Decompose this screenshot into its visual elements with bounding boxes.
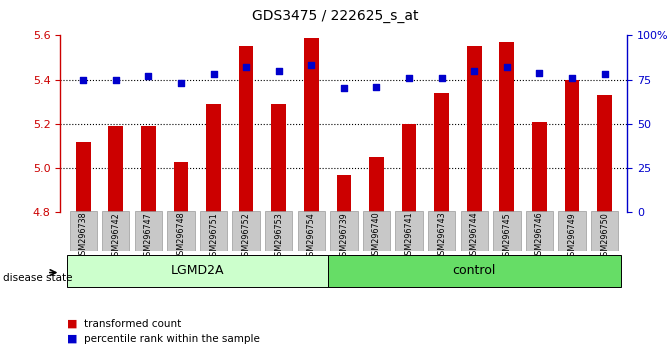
FancyBboxPatch shape [460, 211, 488, 251]
Point [534, 70, 545, 75]
FancyBboxPatch shape [102, 211, 130, 251]
Text: percentile rank within the sample: percentile rank within the sample [84, 334, 260, 344]
Bar [206, 104, 221, 212]
FancyBboxPatch shape [167, 211, 195, 251]
Point [111, 77, 121, 82]
Bar [467, 46, 482, 212]
Text: GDS3475 / 222625_s_at: GDS3475 / 222625_s_at [252, 9, 419, 23]
Bar [337, 175, 351, 212]
Bar [239, 46, 254, 212]
Point [78, 77, 89, 82]
Bar [434, 93, 449, 212]
FancyBboxPatch shape [298, 211, 325, 251]
Text: disease state: disease state [3, 273, 73, 283]
Bar [369, 157, 384, 212]
Text: ■: ■ [67, 334, 78, 344]
Point [143, 73, 154, 79]
Text: GSM296744: GSM296744 [470, 212, 478, 261]
Bar [76, 142, 91, 212]
Text: GSM296746: GSM296746 [535, 212, 544, 261]
Bar [499, 42, 514, 212]
Text: GSM296739: GSM296739 [340, 212, 348, 261]
Point [469, 68, 480, 74]
Bar [109, 126, 123, 212]
Bar [402, 124, 417, 212]
Bar [565, 80, 579, 212]
Text: GSM296752: GSM296752 [242, 212, 251, 261]
Point [273, 68, 284, 74]
Point [339, 86, 350, 91]
Point [241, 64, 252, 70]
Point [371, 84, 382, 90]
FancyBboxPatch shape [330, 211, 358, 251]
Text: GSM296738: GSM296738 [79, 212, 88, 261]
Text: LGMD2A: LGMD2A [170, 264, 224, 277]
Bar [532, 122, 547, 212]
FancyBboxPatch shape [428, 211, 456, 251]
Text: ■: ■ [67, 319, 78, 329]
Text: GSM296747: GSM296747 [144, 212, 153, 261]
Point [306, 63, 317, 68]
FancyBboxPatch shape [591, 211, 618, 251]
Text: GSM296742: GSM296742 [111, 212, 120, 261]
FancyBboxPatch shape [327, 255, 621, 287]
Text: GSM296748: GSM296748 [176, 212, 185, 261]
FancyBboxPatch shape [395, 211, 423, 251]
FancyBboxPatch shape [67, 255, 327, 287]
Point [436, 75, 447, 81]
Text: GSM296749: GSM296749 [568, 212, 576, 261]
FancyBboxPatch shape [558, 211, 586, 251]
Text: GSM296754: GSM296754 [307, 212, 316, 261]
FancyBboxPatch shape [135, 211, 162, 251]
Point [501, 64, 512, 70]
FancyBboxPatch shape [493, 211, 521, 251]
Point [208, 72, 219, 77]
Point [176, 80, 187, 86]
Text: transformed count: transformed count [84, 319, 181, 329]
Bar [304, 38, 319, 212]
Bar [141, 126, 156, 212]
Text: GSM296741: GSM296741 [405, 212, 413, 261]
Text: GSM296743: GSM296743 [437, 212, 446, 261]
Text: GSM296740: GSM296740 [372, 212, 381, 261]
Text: GSM296753: GSM296753 [274, 212, 283, 261]
FancyBboxPatch shape [232, 211, 260, 251]
FancyBboxPatch shape [525, 211, 553, 251]
Bar [271, 104, 286, 212]
Point [404, 75, 415, 81]
Bar [597, 95, 612, 212]
FancyBboxPatch shape [200, 211, 227, 251]
Text: GSM296750: GSM296750 [600, 212, 609, 261]
FancyBboxPatch shape [70, 211, 97, 251]
Bar [174, 161, 189, 212]
Point [599, 72, 610, 77]
FancyBboxPatch shape [363, 211, 390, 251]
Text: GSM296745: GSM296745 [503, 212, 511, 261]
Text: control: control [452, 264, 496, 277]
Point [566, 75, 577, 81]
Text: GSM296751: GSM296751 [209, 212, 218, 261]
FancyBboxPatch shape [265, 211, 293, 251]
